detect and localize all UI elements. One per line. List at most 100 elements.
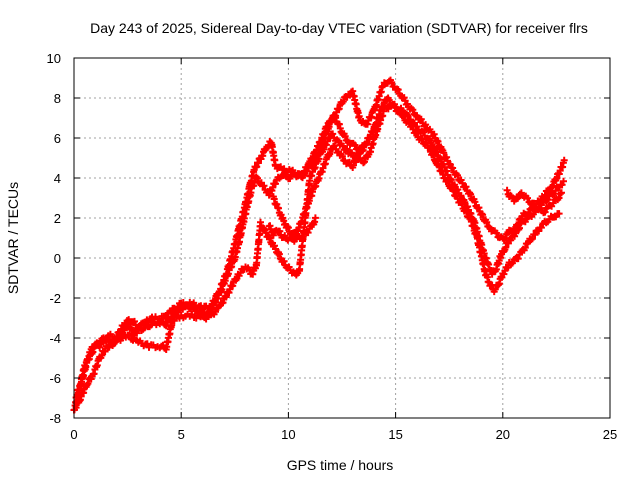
data-point [467, 190, 475, 198]
data-point [131, 317, 138, 325]
data-point [125, 332, 133, 339]
data-point [323, 124, 331, 131]
data-point [356, 148, 364, 156]
y-tick-label: -6 [49, 371, 61, 386]
data-point [507, 236, 515, 244]
data-point [454, 171, 461, 179]
data-point [417, 115, 425, 123]
data-point [260, 182, 268, 190]
chart-title: Day 243 of 2025, Sidereal Day-to-day VTE… [90, 20, 588, 36]
data-point [283, 223, 291, 230]
series-branch-a [265, 214, 319, 245]
data-point [471, 198, 479, 206]
data-point [388, 78, 396, 86]
series-upper-trace [72, 76, 568, 401]
data-point [537, 224, 545, 232]
data-point [530, 199, 538, 207]
data-point [95, 341, 103, 349]
data-point [541, 191, 549, 199]
y-tick-label: 6 [54, 131, 61, 146]
x-tick-label: 10 [281, 427, 295, 442]
x-tick-label: 15 [388, 427, 402, 442]
data-point [329, 130, 337, 138]
x-tick-label: 25 [603, 427, 617, 442]
y-tick-label: 10 [47, 51, 61, 66]
series-lower-trace [72, 101, 563, 412]
data-point [501, 234, 509, 242]
data-point [418, 135, 426, 143]
y-tick-label: -8 [49, 411, 61, 426]
data-point [558, 189, 565, 197]
data-point [105, 343, 113, 351]
y-tick-label: 2 [54, 211, 61, 226]
data-point [391, 103, 399, 111]
data-point [492, 229, 500, 237]
data-point [276, 227, 284, 235]
data-point [462, 183, 470, 191]
data-point [409, 106, 417, 114]
data-point [343, 145, 351, 153]
data-point [84, 380, 92, 388]
data-point [544, 196, 552, 204]
data-point [528, 235, 536, 243]
data-point [311, 214, 319, 222]
x-axis-label: GPS time / hours [287, 457, 394, 473]
y-tick-label: -4 [49, 331, 61, 346]
data-point [304, 229, 312, 237]
data-point [351, 141, 359, 149]
data-point [298, 233, 306, 241]
data-point [101, 348, 109, 355]
y-tick-label: 0 [54, 251, 61, 266]
data-point [483, 218, 491, 226]
data-point [254, 174, 261, 182]
data-point [361, 158, 368, 166]
y-axis-label: SDTVAR / TECUs [5, 182, 21, 294]
data-point [525, 209, 532, 217]
data-point [338, 152, 346, 160]
data-point [331, 142, 339, 150]
data-point [328, 116, 336, 124]
data-point [341, 132, 349, 140]
x-tick-label: 0 [70, 427, 77, 442]
data-point [286, 175, 294, 182]
data-point [413, 112, 421, 120]
data-point [560, 156, 568, 164]
data-point [284, 224, 292, 232]
data-point [531, 231, 539, 239]
data-point [453, 192, 461, 199]
data-point [503, 186, 511, 194]
data-point [491, 285, 499, 293]
data-point [508, 259, 516, 267]
data-point [422, 139, 430, 147]
x-tick-label: 5 [178, 427, 185, 442]
data-point [339, 142, 347, 150]
data-point [450, 187, 457, 195]
data-point [136, 324, 144, 332]
y-tick-label: 8 [54, 91, 61, 106]
data-point [355, 112, 363, 120]
data-point [394, 86, 402, 94]
data-point [444, 178, 452, 186]
data-point [449, 164, 457, 172]
data-point [212, 308, 219, 316]
data-point [545, 187, 553, 195]
data-series-group [70, 76, 568, 414]
data-point [272, 180, 279, 188]
plot-frame [73, 57, 611, 419]
data-point [555, 194, 563, 202]
series-branch-b [269, 141, 368, 241]
y-tick-label: -2 [49, 291, 61, 306]
data-point [167, 309, 175, 317]
axes: 0 5 10 15 20 25 -8 -6 -4 -2 0 2 4 6 8 10 [47, 51, 618, 442]
y-tick-label: 4 [54, 171, 61, 186]
data-point [269, 231, 277, 239]
series-branch-c [503, 186, 565, 217]
data-point [521, 244, 529, 252]
x-tick-label: 20 [496, 427, 510, 442]
data-point [541, 208, 549, 216]
data-point [560, 177, 567, 185]
data-point [413, 129, 421, 137]
data-point [524, 194, 531, 202]
